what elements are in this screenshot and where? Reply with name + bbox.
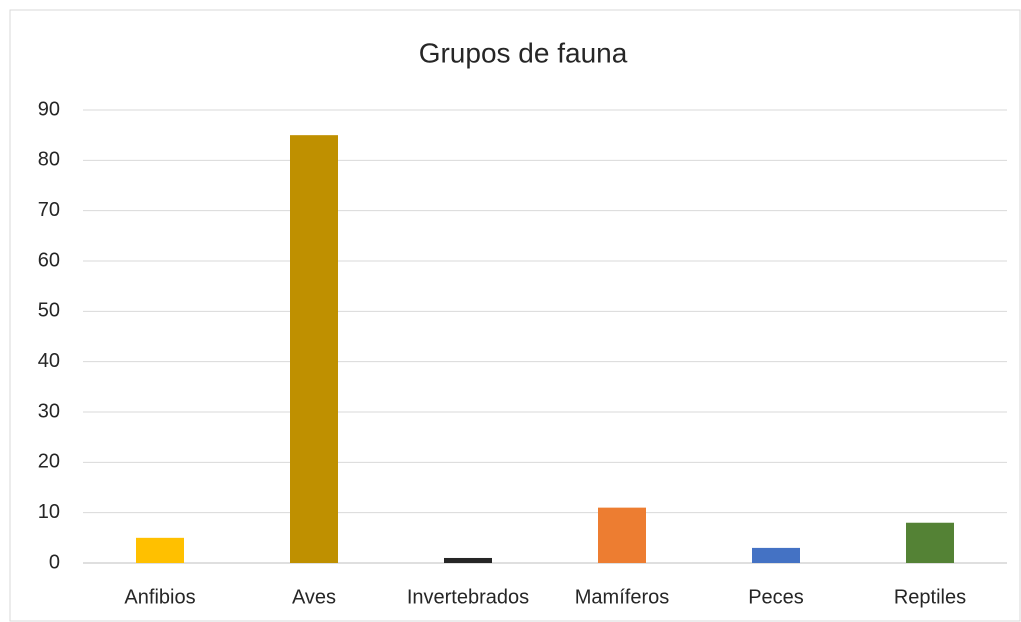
y-tick-label: 70 xyxy=(38,199,60,221)
bar xyxy=(136,537,184,563)
bar xyxy=(598,507,646,563)
y-tick-label: 20 xyxy=(38,451,60,473)
x-tick-label: Aves xyxy=(292,586,336,608)
y-tick-label: 40 xyxy=(38,350,60,372)
chart-border xyxy=(9,9,1021,622)
x-tick-label: Anfibios xyxy=(124,586,195,608)
y-tick-label: 80 xyxy=(38,149,60,171)
bar xyxy=(290,135,338,563)
y-tick-label: 60 xyxy=(38,249,60,271)
y-tick-label: 10 xyxy=(38,501,60,523)
y-tick-label: 90 xyxy=(38,98,60,120)
y-tick-label: 50 xyxy=(38,300,60,322)
y-tick-label: 0 xyxy=(49,551,60,573)
x-tick-label: Mamíferos xyxy=(575,586,669,608)
bar xyxy=(906,522,954,563)
bar xyxy=(444,557,492,563)
bar xyxy=(752,547,800,563)
x-tick-label: Reptiles xyxy=(894,586,966,608)
x-tick-label: Invertebrados xyxy=(407,586,529,608)
y-tick-label: 30 xyxy=(38,400,60,422)
chart-title: Grupos de fauna xyxy=(419,37,628,68)
x-tick-label: Peces xyxy=(748,586,804,608)
